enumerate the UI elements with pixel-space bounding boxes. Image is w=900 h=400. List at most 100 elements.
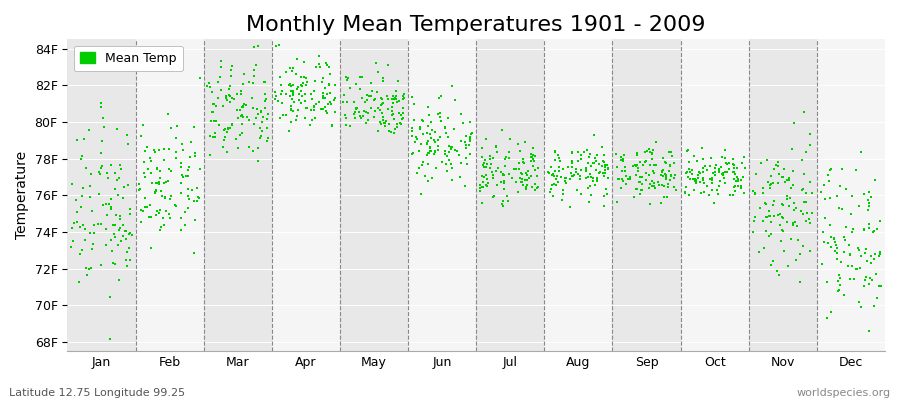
Point xyxy=(424,134,438,141)
Point xyxy=(91,221,105,227)
Point xyxy=(374,100,389,107)
Point xyxy=(824,244,838,250)
Point xyxy=(479,164,493,170)
Point xyxy=(482,153,497,159)
Point xyxy=(163,215,177,221)
Point xyxy=(324,100,338,107)
Point xyxy=(638,149,652,156)
Point xyxy=(526,158,541,164)
Point xyxy=(699,167,714,174)
Point xyxy=(169,155,184,161)
Point xyxy=(388,126,402,132)
Point xyxy=(589,166,603,173)
Point xyxy=(621,176,635,183)
Point xyxy=(116,195,130,201)
Point xyxy=(371,105,385,112)
Point xyxy=(590,176,604,183)
Point xyxy=(182,196,196,202)
Point xyxy=(282,128,296,134)
Point xyxy=(209,103,223,110)
Point xyxy=(821,239,835,246)
Point xyxy=(79,272,94,278)
Point xyxy=(681,166,696,172)
Point xyxy=(634,187,648,193)
Bar xyxy=(476,39,544,351)
Point xyxy=(774,238,788,244)
Point xyxy=(734,183,749,190)
Point xyxy=(218,134,232,140)
Point xyxy=(853,304,868,310)
Point xyxy=(728,183,742,189)
Point xyxy=(793,251,807,258)
Point xyxy=(175,141,189,148)
Point xyxy=(685,171,699,177)
Point xyxy=(203,84,218,90)
Point xyxy=(144,214,158,220)
Point xyxy=(299,74,313,81)
Point xyxy=(346,98,361,105)
Point xyxy=(420,149,435,156)
Point xyxy=(706,200,721,206)
Point xyxy=(98,241,112,248)
Point xyxy=(240,114,255,120)
Point xyxy=(694,190,708,196)
Point xyxy=(781,202,796,209)
Point xyxy=(449,147,464,154)
Point xyxy=(517,182,531,188)
Point xyxy=(857,190,871,197)
Point xyxy=(299,105,313,112)
Point xyxy=(698,180,712,186)
Point xyxy=(584,163,598,169)
Point xyxy=(416,130,430,137)
Point xyxy=(300,105,314,112)
Point xyxy=(591,170,606,176)
Point xyxy=(384,111,399,118)
Point xyxy=(479,172,493,178)
Point xyxy=(338,122,353,128)
Point xyxy=(821,172,835,178)
Point xyxy=(276,112,291,119)
Point xyxy=(428,139,442,145)
Point xyxy=(374,95,389,101)
Point xyxy=(747,218,761,224)
Point xyxy=(454,138,468,144)
Point xyxy=(458,155,473,161)
Point xyxy=(547,168,562,174)
Point xyxy=(644,182,659,189)
Point xyxy=(583,182,598,189)
Point xyxy=(292,91,306,98)
Point xyxy=(770,268,784,274)
Point xyxy=(512,166,526,172)
Point xyxy=(347,110,362,117)
Point xyxy=(802,216,816,222)
Point xyxy=(662,163,677,170)
Point xyxy=(230,91,244,97)
Point xyxy=(184,187,199,193)
Point xyxy=(94,221,108,227)
Point xyxy=(410,136,425,142)
Point xyxy=(829,241,843,248)
Point xyxy=(499,154,513,160)
Point xyxy=(294,82,309,88)
Point xyxy=(170,123,184,130)
Point xyxy=(224,94,238,101)
Point xyxy=(522,175,536,182)
Point xyxy=(237,101,251,107)
Point xyxy=(555,166,570,172)
Point xyxy=(519,172,534,178)
Point xyxy=(680,174,695,181)
Point xyxy=(315,78,329,85)
Point xyxy=(496,172,510,178)
Point xyxy=(659,160,673,166)
Point xyxy=(392,110,406,116)
Point xyxy=(202,80,216,87)
Point xyxy=(113,238,128,244)
Point xyxy=(727,176,742,182)
Point xyxy=(477,159,491,166)
Point xyxy=(693,179,707,186)
Point xyxy=(86,208,100,214)
Point xyxy=(179,173,194,179)
Point xyxy=(782,174,796,181)
Point xyxy=(65,180,79,187)
Point xyxy=(377,120,392,126)
